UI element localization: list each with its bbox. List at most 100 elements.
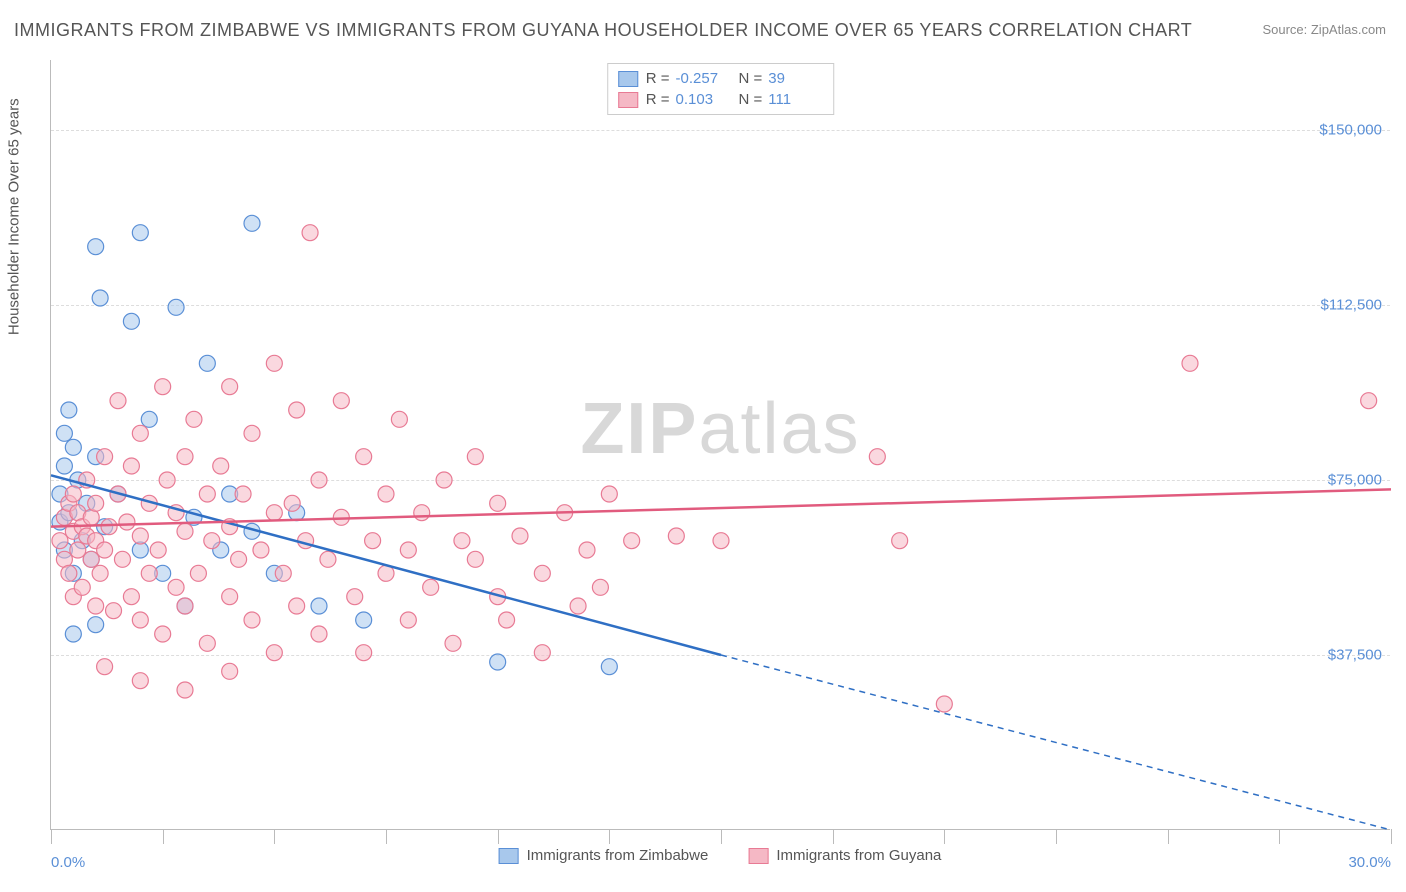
scatter-point	[601, 486, 617, 502]
y-tick-label: $150,000	[1319, 122, 1382, 139]
legend-series-name: Immigrants from Guyana	[776, 847, 941, 864]
scatter-point	[222, 379, 238, 395]
scatter-point	[266, 505, 282, 521]
scatter-point	[391, 411, 407, 427]
scatter-point	[579, 542, 595, 558]
scatter-point	[347, 589, 363, 605]
scatter-point	[61, 402, 77, 418]
scatter-point	[253, 542, 269, 558]
scatter-point	[132, 612, 148, 628]
x-tick	[1391, 829, 1392, 844]
scatter-point	[235, 486, 251, 502]
scatter-point	[97, 449, 113, 465]
scatter-point	[534, 645, 550, 661]
scatter-point	[222, 663, 238, 679]
scatter-point	[132, 528, 148, 544]
source-label: Source: ZipAtlas.com	[1262, 22, 1386, 37]
scatter-point	[97, 659, 113, 675]
scatter-point	[414, 505, 430, 521]
plot-box: ZIPatlas R =-0.257N =39R =0.103N =111 0.…	[50, 60, 1390, 830]
scatter-point	[311, 598, 327, 614]
scatter-point	[186, 411, 202, 427]
scatter-point	[123, 313, 139, 329]
scatter-point	[467, 449, 483, 465]
x-tick	[1168, 829, 1169, 844]
scatter-point	[159, 472, 175, 488]
x-tick	[386, 829, 387, 844]
scatter-point	[65, 486, 81, 502]
scatter-plot-svg	[51, 60, 1390, 829]
scatter-point	[199, 355, 215, 371]
x-tick	[833, 829, 834, 844]
legend-n-value: 39	[768, 70, 823, 87]
legend-n-value: 111	[768, 91, 823, 108]
scatter-point	[65, 439, 81, 455]
legend-r-value: 0.103	[676, 91, 731, 108]
correlation-legend: R =-0.257N =39R =0.103N =111	[607, 63, 835, 115]
scatter-point	[512, 528, 528, 544]
legend-r-value: -0.257	[676, 70, 731, 87]
scatter-point	[356, 645, 372, 661]
scatter-point	[936, 696, 952, 712]
scatter-point	[168, 579, 184, 595]
scatter-point	[106, 603, 122, 619]
scatter-point	[570, 598, 586, 614]
legend-series-name: Immigrants from Zimbabwe	[527, 847, 709, 864]
scatter-point	[199, 486, 215, 502]
scatter-point	[311, 626, 327, 642]
scatter-point	[534, 565, 550, 581]
legend-swatch	[499, 848, 519, 864]
scatter-point	[213, 458, 229, 474]
y-tick-label: $112,500	[1321, 297, 1382, 314]
legend-r-label: R =	[646, 91, 670, 108]
scatter-point	[97, 542, 113, 558]
legend-swatch	[748, 848, 768, 864]
x-tick	[1279, 829, 1280, 844]
scatter-point	[231, 551, 247, 567]
legend-swatch	[618, 92, 638, 108]
scatter-point	[289, 402, 305, 418]
scatter-point	[467, 551, 483, 567]
scatter-point	[592, 579, 608, 595]
scatter-point	[378, 486, 394, 502]
scatter-point	[244, 612, 260, 628]
scatter-point	[289, 598, 305, 614]
x-tick	[609, 829, 610, 844]
trend-line	[51, 489, 1391, 526]
scatter-point	[56, 425, 72, 441]
scatter-point	[141, 411, 157, 427]
scatter-point	[190, 565, 206, 581]
scatter-point	[88, 239, 104, 255]
scatter-point	[88, 598, 104, 614]
scatter-point	[177, 682, 193, 698]
scatter-point	[92, 290, 108, 306]
scatter-point	[132, 425, 148, 441]
scatter-point	[400, 612, 416, 628]
legend-r-label: R =	[646, 70, 670, 87]
scatter-point	[423, 579, 439, 595]
x-tick	[721, 829, 722, 844]
x-tick	[51, 829, 52, 844]
scatter-point	[302, 225, 318, 241]
legend-swatch	[618, 71, 638, 87]
legend-row: R =0.103N =111	[618, 89, 824, 110]
scatter-point	[284, 495, 300, 511]
scatter-point	[101, 519, 117, 535]
x-tick-label: 0.0%	[51, 854, 85, 871]
scatter-point	[892, 533, 908, 549]
legend-row: R =-0.257N =39	[618, 68, 824, 89]
scatter-point	[119, 514, 135, 530]
scatter-point	[177, 523, 193, 539]
scatter-point	[88, 495, 104, 511]
scatter-point	[141, 565, 157, 581]
x-tick	[498, 829, 499, 844]
scatter-point	[1182, 355, 1198, 371]
scatter-point	[869, 449, 885, 465]
scatter-point	[155, 379, 171, 395]
scatter-point	[123, 458, 139, 474]
scatter-point	[275, 565, 291, 581]
scatter-point	[499, 612, 515, 628]
scatter-point	[266, 645, 282, 661]
scatter-point	[490, 654, 506, 670]
chart-title: IMMIGRANTS FROM ZIMBABWE VS IMMIGRANTS F…	[14, 20, 1192, 41]
